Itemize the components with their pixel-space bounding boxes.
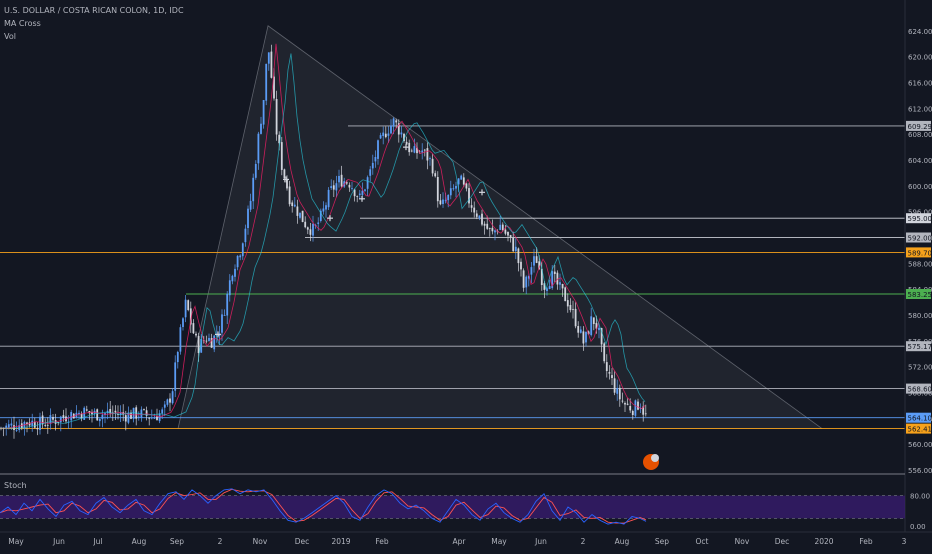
price-tick-label: 624.00 xyxy=(908,28,932,36)
level-badge-label: 575.17 xyxy=(908,343,932,351)
time-tick-label: 3 xyxy=(902,537,907,546)
candle xyxy=(320,209,322,223)
time-tick-label: Jul xyxy=(92,537,102,546)
symbol-title[interactable]: U.S. DOLLAR / COSTA RICAN COLON, 1D, IDC xyxy=(4,6,184,15)
time-tick-label: Oct xyxy=(696,537,709,546)
price-tick-label: 620.00 xyxy=(908,54,932,62)
time-tick-label: 2 xyxy=(581,537,586,546)
time-tick-label: 2020 xyxy=(814,537,833,546)
candle xyxy=(96,409,98,421)
time-tick-label: Feb xyxy=(375,537,389,546)
price-tick-label: 556.00 xyxy=(908,467,932,475)
level-badge: 589.70 xyxy=(906,247,932,257)
level-badge: 562.41 xyxy=(906,424,932,434)
time-tick-label: Aug xyxy=(132,537,147,546)
level-badge-label: 568.60 xyxy=(908,386,932,394)
price-tick-label: 612.00 xyxy=(908,105,932,113)
candle xyxy=(263,100,265,129)
candle xyxy=(328,187,330,210)
level-badge: 575.17 xyxy=(906,341,932,351)
price-tick-label: 572.00 xyxy=(908,364,932,372)
time-tick-label: May xyxy=(491,537,507,546)
price-tick-label: 588.00 xyxy=(908,260,932,268)
level-badge-label: 595.00 xyxy=(908,215,932,223)
level-badge-label: 583.25 xyxy=(908,291,932,299)
price-tick-label: 560.00 xyxy=(908,441,932,449)
earnings-flag-icon[interactable] xyxy=(643,454,659,470)
time-tick-label: Aug xyxy=(615,537,630,546)
indicator-ma-cross[interactable]: MA Cross xyxy=(4,19,41,28)
time-tick-label: Feb xyxy=(859,537,873,546)
level-badge-label: 562.41 xyxy=(908,426,932,434)
candle xyxy=(281,137,283,175)
candle xyxy=(302,211,304,223)
candle xyxy=(564,287,566,302)
price-tick-label: 608.00 xyxy=(908,131,932,139)
candle xyxy=(180,324,182,354)
stoch-tick-label: 80.00 xyxy=(910,493,930,501)
candle xyxy=(187,299,189,311)
time-tick-label: Jun xyxy=(534,537,547,546)
time-tick-label: Nov xyxy=(253,537,268,546)
price-tick-label: 604.00 xyxy=(908,157,932,165)
time-tick-label: 2019 xyxy=(331,537,350,546)
level-badge: 583.25 xyxy=(906,289,932,299)
level-badge-label: 592.00 xyxy=(908,235,932,243)
level-badge: 564.10 xyxy=(906,413,932,423)
time-tick-label: Jun xyxy=(52,537,65,546)
stoch-band xyxy=(0,496,905,519)
level-badge: 595.00 xyxy=(906,213,932,223)
level-badge-label: 589.70 xyxy=(908,249,932,257)
candle xyxy=(635,400,637,418)
level-badge-label: 609.29 xyxy=(908,123,932,131)
time-tick-label: Apr xyxy=(453,537,467,546)
stoch-tick-label: 0.00 xyxy=(910,523,926,531)
price-tick-label: 580.00 xyxy=(908,312,932,320)
level-badge: 568.60 xyxy=(906,384,932,394)
price-tick-label: 600.00 xyxy=(908,183,932,191)
time-tick-label: May xyxy=(8,537,24,546)
price-tick-label: 616.00 xyxy=(908,80,932,88)
time-tick-label: Dec xyxy=(295,537,310,546)
time-tick-label: Nov xyxy=(735,537,750,546)
time-tick-label: Dec xyxy=(775,537,790,546)
level-badge: 609.29 xyxy=(906,121,932,131)
candle xyxy=(265,64,267,106)
candle xyxy=(603,342,605,363)
stoch-label: Stoch xyxy=(4,481,27,490)
level-badge-label: 564.10 xyxy=(908,415,932,423)
time-tick-label: Sep xyxy=(170,537,184,546)
level-badge: 592.00 xyxy=(906,233,932,243)
indicator-vol[interactable]: Vol xyxy=(4,32,16,41)
time-tick-label: Sep xyxy=(655,537,669,546)
time-tick-label: 2 xyxy=(218,537,223,546)
